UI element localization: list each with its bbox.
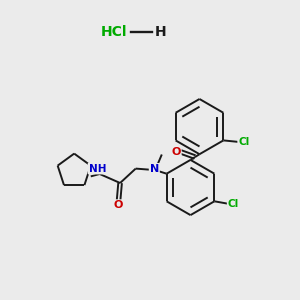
Text: NH: NH: [88, 164, 106, 174]
Text: O: O: [171, 147, 181, 157]
Text: Cl: Cl: [238, 137, 249, 147]
Text: O: O: [114, 200, 123, 210]
Text: HCl: HCl: [101, 25, 127, 38]
Text: Cl: Cl: [228, 199, 239, 209]
Text: H: H: [155, 25, 166, 38]
Text: N: N: [150, 164, 159, 174]
